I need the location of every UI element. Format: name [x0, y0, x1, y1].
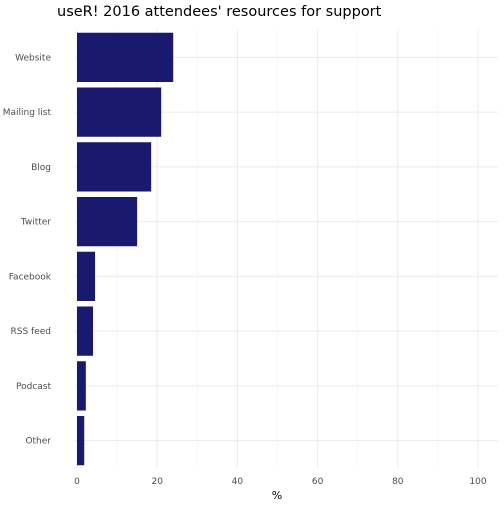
category-labels: Website Mailing list Blog Twitter Facebook RS… — [3, 53, 52, 446]
category-label: Other — [25, 437, 51, 447]
bar — [77, 142, 152, 192]
x-tick-label: 60 — [312, 477, 324, 487]
bar — [77, 306, 94, 356]
bar — [77, 415, 85, 466]
category-label: Website — [15, 53, 51, 63]
x-tick-label: 80 — [392, 477, 404, 487]
x-axis-title: % — [272, 489, 282, 502]
bars — [77, 32, 174, 466]
category-label: Podcast — [16, 382, 51, 392]
category-label: Twitter — [20, 218, 51, 228]
category-label: RSS feed — [11, 327, 52, 337]
category-label: Facebook — [9, 272, 52, 282]
bar — [77, 32, 174, 83]
x-tick-label: 100 — [469, 477, 486, 487]
category-label: Blog — [31, 163, 51, 173]
chart-title: useR! 2016 attendees' resources for supp… — [57, 4, 382, 20]
bar — [77, 196, 138, 247]
x-tick-labels: 0 20 40 60 80 100 — [74, 477, 487, 487]
x-tick-label: 20 — [151, 477, 163, 487]
x-tick-label: 0 — [74, 477, 80, 487]
bar — [77, 361, 86, 411]
bar — [77, 251, 96, 302]
category-label: Mailing list — [3, 108, 52, 118]
x-tick-label: 40 — [232, 477, 244, 487]
bar — [77, 87, 162, 137]
